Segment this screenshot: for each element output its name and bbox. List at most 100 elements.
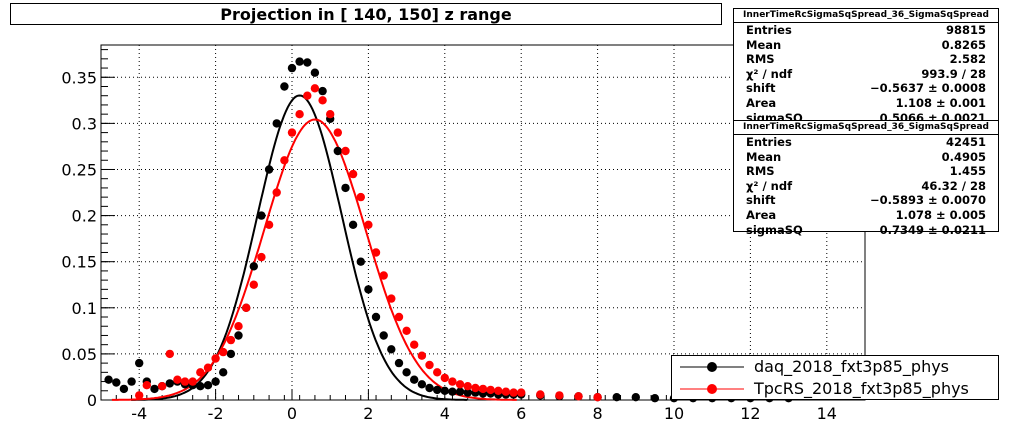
stats-header: InnerTimeRcSigmaSqSpread_36_SigmaSqSprea… bbox=[734, 121, 998, 135]
data-point bbox=[211, 377, 220, 386]
data-point bbox=[433, 385, 442, 395]
y-tick-label: 0.05 bbox=[61, 345, 97, 364]
stats-row-entries: Entries 42451 bbox=[746, 135, 986, 149]
data-point bbox=[402, 368, 411, 377]
data-point bbox=[425, 383, 434, 393]
data-point bbox=[264, 165, 274, 174]
fit-curve bbox=[111, 118, 517, 401]
data-point bbox=[448, 377, 457, 386]
data-point bbox=[650, 394, 660, 403]
stats-box-tpcrs: InnerTimeRcSigmaSqSpread_36_SigmaSqSprea… bbox=[733, 120, 999, 237]
data-point bbox=[517, 388, 526, 397]
data-point bbox=[157, 382, 167, 391]
stats-row-area: Area 1.078 ± 0.005 bbox=[746, 207, 986, 222]
data-point bbox=[318, 96, 327, 105]
data-point bbox=[341, 146, 350, 156]
data-point bbox=[135, 358, 144, 368]
data-point bbox=[410, 375, 419, 384]
data-point bbox=[455, 387, 465, 396]
data-point bbox=[264, 220, 274, 229]
x-tick-label: 8 bbox=[593, 404, 603, 423]
data-point bbox=[226, 335, 236, 345]
data-point bbox=[387, 345, 396, 354]
data-point bbox=[188, 377, 197, 386]
data-point bbox=[425, 360, 434, 370]
data-point bbox=[478, 384, 488, 394]
data-point bbox=[486, 385, 495, 395]
stats-row-rms: RMS 2.582 bbox=[746, 52, 986, 67]
stats-row-chi2: χ² / ndf 46.32 / 28 bbox=[746, 178, 986, 193]
data-point bbox=[433, 368, 442, 377]
x-tick-label: 6 bbox=[516, 404, 526, 423]
y-tick-label: 0.3 bbox=[72, 114, 97, 133]
data-point bbox=[471, 383, 480, 393]
data-point bbox=[341, 183, 350, 193]
legend-label: daq_2018_fxt3p85_phys bbox=[754, 357, 950, 376]
data-point bbox=[203, 381, 213, 390]
data-point bbox=[494, 386, 503, 395]
data-point bbox=[196, 382, 205, 391]
data-point bbox=[364, 220, 373, 229]
stats-row-entries: Entries 98815 bbox=[746, 23, 986, 37]
data-point bbox=[234, 331, 243, 340]
x-tick-label: 4 bbox=[440, 404, 450, 423]
stats-row-rms: RMS 1.455 bbox=[746, 164, 986, 179]
data-point bbox=[440, 373, 449, 383]
data-point bbox=[280, 82, 289, 91]
data-point bbox=[333, 146, 342, 156]
data-point bbox=[303, 91, 312, 100]
data-point bbox=[135, 391, 144, 400]
data-point bbox=[410, 340, 419, 349]
data-point bbox=[234, 322, 243, 331]
data-point bbox=[257, 211, 266, 220]
data-point bbox=[280, 156, 289, 165]
stats-row-shift: shift −0.5893 ± 0.0070 bbox=[746, 193, 986, 208]
chart-title: Projection in [ 140, 150] z range bbox=[10, 3, 722, 25]
data-point bbox=[631, 393, 640, 402]
data-point bbox=[448, 387, 457, 396]
data-point bbox=[348, 169, 358, 179]
data-point bbox=[272, 119, 281, 128]
data-point bbox=[196, 368, 205, 377]
y-tick-label: 0.25 bbox=[61, 160, 97, 179]
legend-marker-daq bbox=[680, 362, 744, 372]
data-point bbox=[555, 391, 564, 400]
data-point bbox=[356, 257, 365, 266]
y-tick-label: 0.1 bbox=[72, 299, 97, 318]
x-tick-label: 10 bbox=[664, 404, 684, 423]
data-point bbox=[150, 384, 159, 394]
data-point bbox=[402, 326, 411, 335]
stats-row-shift: shift −0.5637 ± 0.0008 bbox=[746, 81, 986, 96]
legend-entry-daq: daq_2018_fxt3p85_phys bbox=[672, 356, 998, 378]
data-point bbox=[417, 380, 427, 389]
x-tick-label: 12 bbox=[740, 404, 760, 423]
data-point bbox=[165, 379, 174, 388]
data-point bbox=[333, 128, 342, 137]
data-point bbox=[219, 368, 228, 377]
data-point bbox=[326, 110, 335, 119]
data-point bbox=[203, 363, 213, 372]
x-tick-label: -2 bbox=[208, 404, 224, 423]
data-point bbox=[440, 386, 449, 395]
data-point bbox=[249, 262, 258, 271]
legend-label: TpcRS_2018_fxt3p85_phys bbox=[754, 379, 969, 398]
data-point bbox=[509, 388, 518, 397]
data-point bbox=[112, 378, 121, 387]
stats-box-daq: InnerTimeRcSigmaSqSpread_36_SigmaSqSprea… bbox=[733, 8, 999, 125]
stats-row-sigmasq: sigmaSQ 0.7349 ± 0.0211 bbox=[746, 222, 986, 237]
y-axis: 0 0.05 0.1 0.15 0.2 0.25 0.3 0.35 bbox=[61, 49, 115, 410]
data-point bbox=[463, 388, 472, 397]
data-point bbox=[379, 331, 388, 340]
data-point bbox=[180, 377, 190, 386]
data-point bbox=[574, 392, 583, 401]
data-point bbox=[142, 381, 151, 390]
data-point bbox=[364, 285, 373, 294]
data-point bbox=[165, 349, 174, 359]
data-point bbox=[104, 375, 113, 384]
data-point bbox=[303, 58, 312, 67]
x-tick-label: 2 bbox=[363, 404, 373, 423]
y-tick-label: 0.2 bbox=[72, 207, 97, 226]
stats-row-area: Area 1.108 ± 0.001 bbox=[746, 95, 986, 110]
data-point bbox=[242, 303, 251, 312]
